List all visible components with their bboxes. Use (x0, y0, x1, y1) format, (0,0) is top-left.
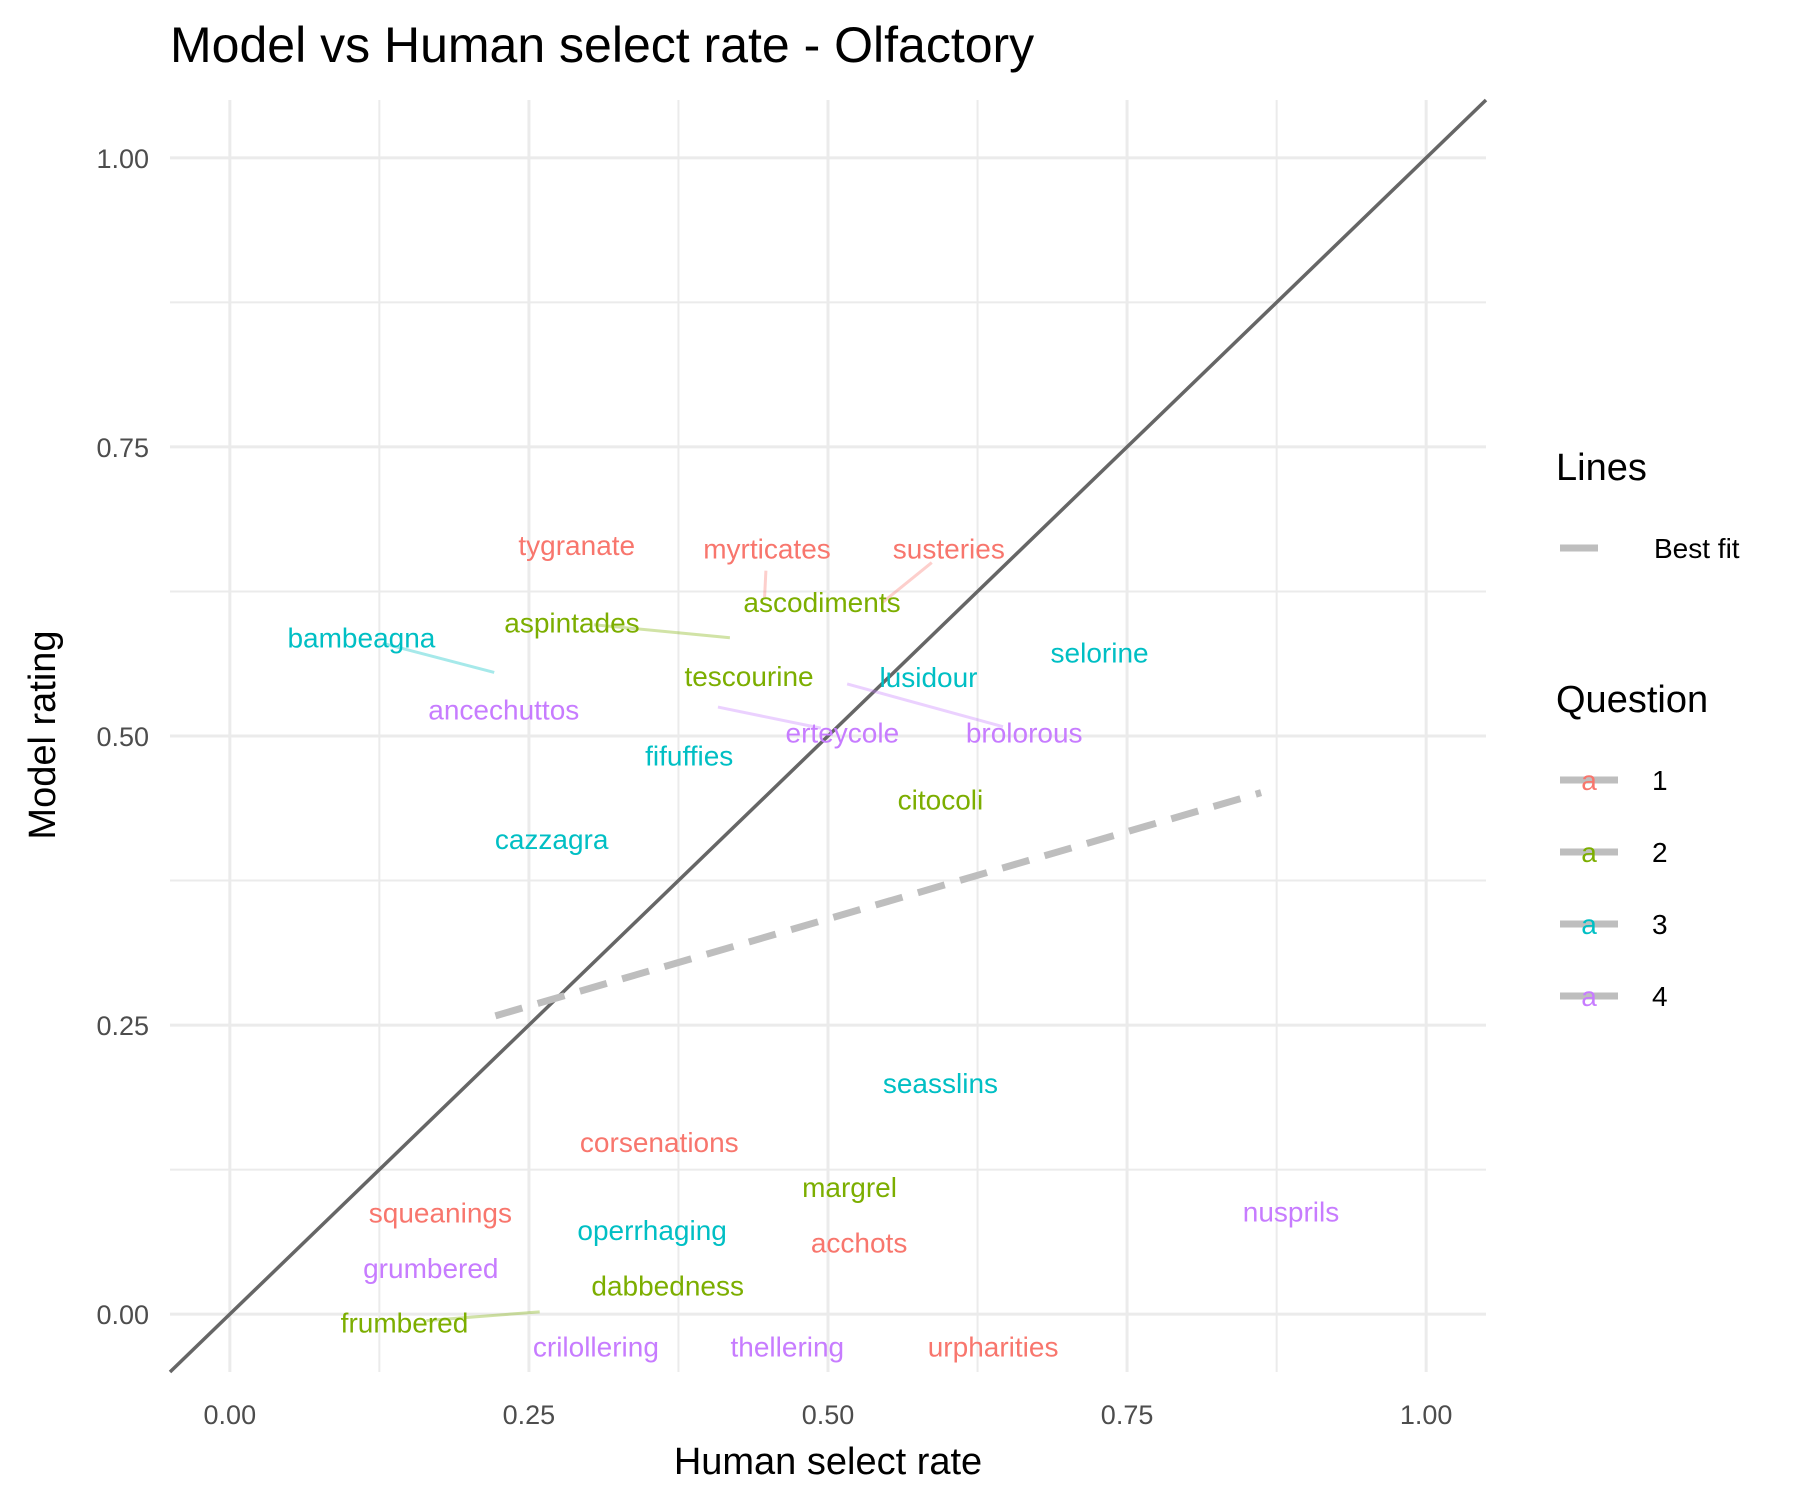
x-axis-title: Human select rate (674, 1441, 982, 1483)
legend-lines-items: Best fit (1560, 533, 1740, 564)
point-label: squeanings (369, 1197, 512, 1228)
point-label: margrel (802, 1172, 897, 1203)
legend-question-label: 4 (1652, 981, 1668, 1012)
point-label: thellering (731, 1332, 845, 1363)
label-segment (763, 570, 768, 598)
legend-question-label: 2 (1652, 837, 1668, 868)
x-tick-label: 0.50 (802, 1400, 855, 1430)
point-label: bambeagna (287, 623, 435, 654)
y-axis-ticks: 0.00 0.25 0.50 0.75 1.00 (96, 144, 149, 1330)
point-label: dabbedness (591, 1270, 744, 1301)
point-label: frumbered (341, 1307, 469, 1338)
legend-best-fit-label: Best fit (1654, 533, 1740, 564)
point-label: brolorous (966, 718, 1083, 749)
label-segment (846, 682, 1004, 729)
legend-question-glyph: a (1581, 909, 1597, 940)
point-label: fifuffies (645, 741, 733, 772)
point-labels: tygranate myrticates susteries ascodiments a… (287, 530, 1339, 1362)
point-label: seasslins (883, 1068, 998, 1099)
y-tick-label: 0.25 (96, 1011, 149, 1041)
legend: Lines Best fit Question a 1 a 2 a 3 a 4 (1556, 447, 1740, 1012)
y-tick-label: 1.00 (96, 144, 149, 174)
legend-question-title: Question (1556, 679, 1708, 721)
reference-line-layer (168, 98, 1488, 1374)
label-segment (426, 1310, 540, 1323)
chart-title: Model vs Human select rate - Olfactory (170, 17, 1034, 73)
point-label: myrticates (703, 534, 831, 565)
best-fit-line (494, 789, 1263, 1020)
point-label: grumbered (363, 1253, 498, 1284)
point-label: lusidour (879, 662, 977, 693)
point-label: ascodiments (743, 587, 900, 618)
point-label: susteries (893, 534, 1005, 565)
legend-question-glyph: a (1581, 981, 1597, 1012)
label-segment (880, 561, 933, 605)
point-label: operrhaging (577, 1215, 726, 1246)
point-label: citocoli (898, 785, 984, 816)
point-label: aspintades (504, 608, 639, 639)
point-label: cazzagra (495, 824, 609, 855)
x-tick-label: 0.25 (503, 1400, 556, 1430)
y-tick-label: 0.00 (96, 1300, 149, 1330)
point-label: urpharities (928, 1332, 1059, 1363)
point-label: ancechuttos (428, 694, 579, 725)
y-tick-label: 0.75 (96, 433, 149, 463)
legend-question-label: 1 (1652, 765, 1668, 796)
plot-grid (170, 100, 1486, 1372)
y-tick-label: 0.50 (96, 722, 149, 752)
identity-line (168, 98, 1488, 1374)
label-leader-segments (382, 561, 1004, 1323)
point-label: acchots (811, 1227, 908, 1258)
x-tick-label: 0.00 (204, 1400, 257, 1430)
legend-lines-title: Lines (1556, 447, 1647, 489)
y-axis-title: Model rating (22, 630, 64, 839)
legend-question-glyph: a (1581, 765, 1597, 796)
point-label: nusprils (1243, 1196, 1339, 1227)
x-axis-ticks: 0.00 0.25 0.50 0.75 1.00 (204, 1400, 1453, 1430)
best-fit-line-layer (494, 789, 1263, 1020)
x-tick-label: 0.75 (1101, 1400, 1154, 1430)
legend-question-items: a 1 a 2 a 3 a 4 (1560, 765, 1668, 1012)
point-label: corsenations (580, 1127, 739, 1158)
point-label: erteycole (786, 718, 900, 749)
point-label: tygranate (518, 530, 635, 561)
label-segment (717, 705, 822, 730)
label-segment (382, 641, 495, 674)
point-label: tescourine (684, 661, 813, 692)
legend-question-glyph: a (1581, 837, 1597, 868)
point-label: crilollering (533, 1332, 659, 1363)
x-tick-label: 1.00 (1400, 1400, 1453, 1430)
label-segment (593, 623, 731, 640)
point-label: selorine (1051, 638, 1149, 669)
legend-question-label: 3 (1652, 909, 1668, 940)
